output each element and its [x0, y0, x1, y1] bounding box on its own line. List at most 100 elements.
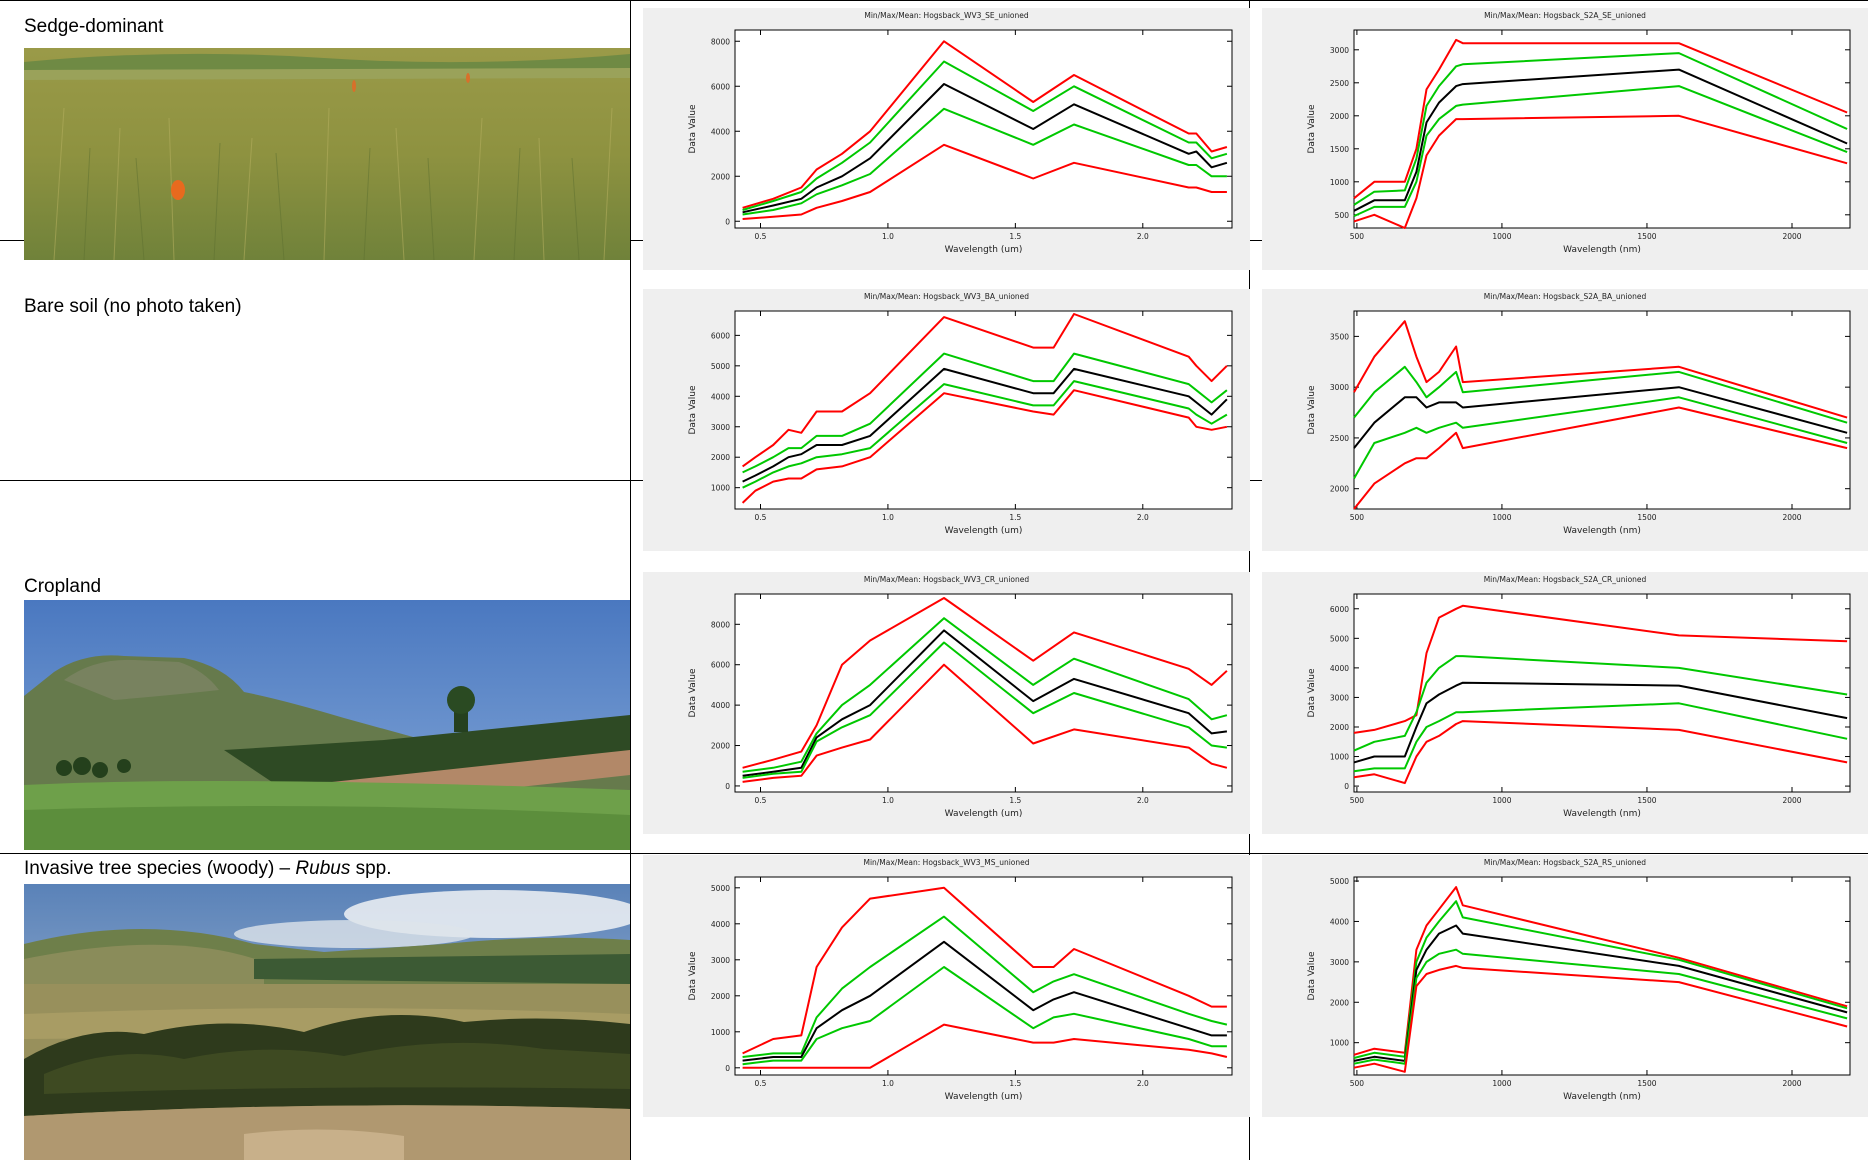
y-tick-label: 2000 [1330, 998, 1349, 1007]
y-tick-label: 8000 [711, 620, 730, 629]
x-tick-label: 1.0 [882, 513, 894, 522]
series-min-line [741, 389, 1228, 504]
series-max-line [742, 40, 1228, 209]
y-axis-label: Data Value [688, 104, 698, 154]
plot-area [1353, 310, 1851, 510]
plot-area [1353, 593, 1851, 793]
series-min-line [742, 663, 1228, 783]
chart-s2a-cropland: Min/Max/Mean: Hogsback_S2A_CR_unioned 500… [1262, 572, 1868, 834]
chart-wv3-bare-soil: Min/Max/Mean: Hogsback_WV3_BA_unioned 0.5… [643, 289, 1250, 551]
photo-rubus-shrubs [24, 884, 630, 1160]
y-tick-label: 2000 [1330, 485, 1349, 494]
y-tick-label: 8000 [711, 37, 730, 46]
x-tick-label: 1500 [1637, 1079, 1656, 1088]
y-tick-label: 3000 [1330, 693, 1349, 702]
y-tick-label: 1000 [711, 484, 730, 493]
y-tick-label: 5000 [1330, 877, 1349, 886]
y-axis-label: Data Value [688, 951, 698, 1001]
x-tick-label: 500 [1350, 513, 1365, 522]
y-tick-label: 2000 [1330, 723, 1349, 732]
x-tick-label: 500 [1350, 1079, 1365, 1088]
x-tick-label: 1500 [1637, 796, 1656, 805]
x-tick-label: 2.0 [1137, 1079, 1149, 1088]
y-tick-label: 5000 [1330, 634, 1349, 643]
plot-area [734, 29, 1233, 229]
chart-wv3-rubus: Min/Max/Mean: Hogsback_WV3_MS_unioned 0.5… [643, 855, 1250, 1117]
series-min-line [742, 1023, 1228, 1069]
series-minus-std-line [742, 641, 1228, 779]
x-axis-label: Wavelength (um) [945, 245, 1023, 255]
series-mean-line [742, 940, 1227, 1062]
series-min-line [742, 143, 1227, 220]
series-min-line [1353, 720, 1848, 785]
y-tick-label: 3000 [711, 956, 730, 965]
x-axis-label: Wavelength (um) [945, 809, 1023, 819]
x-axis-label: Wavelength (um) [945, 526, 1023, 536]
y-tick-label: 0 [1344, 782, 1349, 791]
y-axis-label: Data Value [688, 385, 698, 435]
series-min-line [1353, 406, 1848, 510]
chart-title: Min/Max/Mean: Hogsback_S2A_CR_unioned [1484, 575, 1647, 584]
x-tick-label: 2.0 [1137, 796, 1149, 805]
y-tick-label: 3000 [1330, 958, 1349, 967]
y-tick-label: 6000 [1330, 605, 1349, 614]
x-tick-label: 1.0 [882, 1079, 894, 1088]
series-minus-std-line [742, 966, 1227, 1066]
x-tick-label: 2000 [1782, 796, 1801, 805]
y-tick-label: 3000 [1330, 383, 1349, 392]
series-plus-std-line [1353, 655, 1848, 752]
y-tick-label: 1000 [711, 1028, 730, 1037]
plot-area [734, 593, 1233, 793]
y-axis-label: Data Value [1307, 104, 1317, 154]
series-mean-line [742, 367, 1228, 483]
series-minus-std-line [742, 380, 1228, 489]
row-divider-3 [0, 853, 1868, 854]
chart-title: Min/Max/Mean: Hogsback_WV3_BA_unioned [864, 292, 1029, 301]
y-tick-label: 6000 [711, 661, 730, 670]
series-mean-line [742, 83, 1228, 214]
x-axis-label: Wavelength (nm) [1563, 1092, 1641, 1102]
x-tick-label: 0.5 [755, 796, 767, 805]
table-border-top [0, 0, 1868, 1]
x-tick-label: 2000 [1782, 513, 1801, 522]
y-tick-label: 0 [725, 782, 730, 791]
y-tick-label: 2000 [711, 992, 730, 1001]
series-mean-line [1353, 386, 1848, 449]
y-tick-label: 0 [725, 1064, 730, 1073]
series-plus-std-line [1353, 52, 1848, 206]
y-tick-label: 4000 [711, 701, 730, 710]
x-tick-label: 2.0 [1137, 232, 1149, 241]
series-minus-std-line [1353, 396, 1848, 479]
series-plus-std-line [742, 352, 1228, 474]
y-tick-label: 2500 [1330, 434, 1349, 443]
y-tick-label: 2000 [711, 172, 730, 181]
series-max-line [742, 313, 1228, 468]
x-tick-label: 1500 [1637, 232, 1656, 241]
x-axis-label: Wavelength (nm) [1563, 245, 1641, 255]
series-max-line [742, 597, 1228, 769]
chart-title: Min/Max/Mean: Hogsback_WV3_CR_unioned [864, 575, 1029, 584]
series-max-line [742, 886, 1227, 1055]
series-plus-std-line [742, 60, 1228, 211]
plot-area [1353, 876, 1851, 1076]
chart-title: Min/Max/Mean: Hogsback_WV3_MS_unioned [863, 858, 1029, 867]
row-label-invasive: Invasive tree species (woody) – Rubus sp… [24, 858, 392, 879]
chart-title: Min/Max/Mean: Hogsback_S2A_BA_unioned [1484, 292, 1647, 301]
plot-area [734, 876, 1233, 1076]
photo-cropland [24, 600, 630, 850]
series-min-line [1353, 964, 1848, 1073]
x-tick-label: 1.5 [1009, 796, 1021, 805]
y-tick-label: 500 [1335, 211, 1350, 220]
series-plus-std-line [1353, 365, 1848, 424]
column-divider-1 [630, 0, 631, 1160]
y-tick-label: 4000 [711, 920, 730, 929]
y-tick-label: 1000 [1330, 753, 1349, 762]
x-tick-label: 1000 [1492, 1079, 1511, 1088]
chart-title: Min/Max/Mean: Hogsback_S2A_SE_unioned [1484, 11, 1646, 20]
series-plus-std-line [742, 915, 1228, 1058]
y-tick-label: 4000 [1330, 664, 1349, 673]
y-tick-label: 2500 [1330, 79, 1349, 88]
plot-area [734, 310, 1233, 510]
x-tick-label: 0.5 [755, 1079, 767, 1088]
series-minus-std-line [742, 107, 1227, 216]
